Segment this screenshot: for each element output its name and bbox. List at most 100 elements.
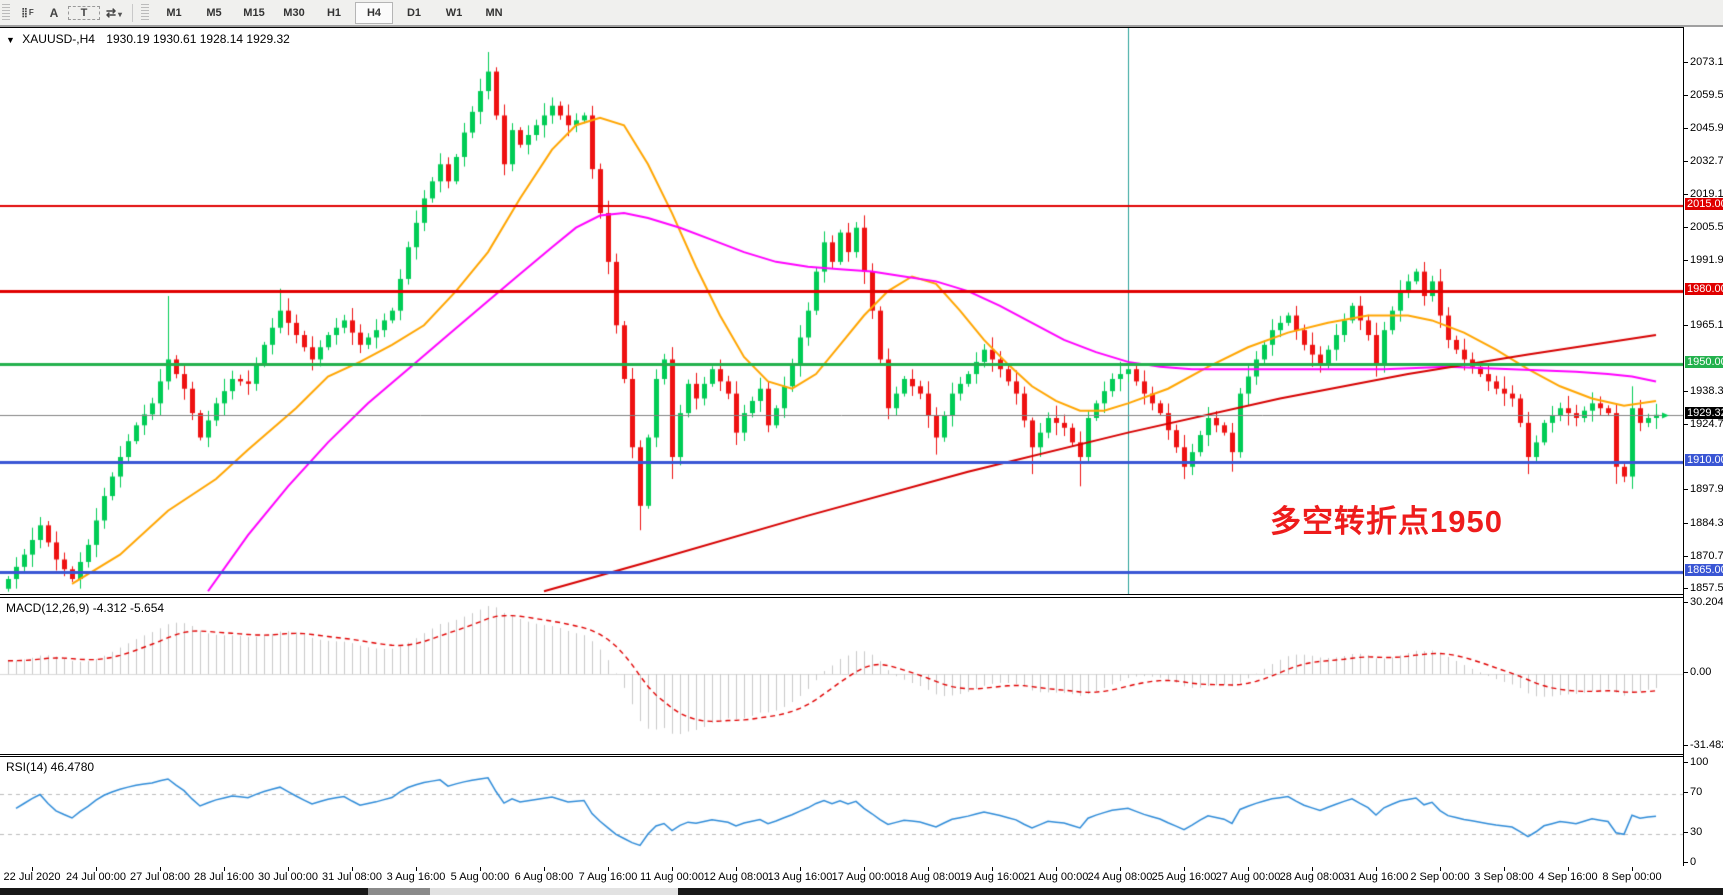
- timeframe-button-d1[interactable]: D1: [406, 6, 422, 19]
- date-tick: [1632, 867, 1633, 871]
- date-tick: [1568, 867, 1569, 871]
- price-tick-label: 1857.50: [1684, 582, 1723, 594]
- price-tick-label: 1991.90: [1684, 254, 1723, 266]
- status-bar-segment: [0, 888, 368, 895]
- price-tick-label: 2045.90: [1684, 122, 1723, 134]
- date-label: 27 Jul 08:00: [130, 871, 190, 883]
- status-bar-segment: [368, 888, 430, 895]
- cycle-arrows-icon[interactable]: ⇄ ▾: [105, 5, 123, 20]
- date-label: 30 Jul 00:00: [258, 871, 318, 883]
- price-tick-label: 1897.90: [1684, 483, 1723, 495]
- date-label: 2 Sep 00:00: [1410, 871, 1470, 883]
- price-tick-label: 1884.30: [1684, 517, 1723, 529]
- price-chart-canvas[interactable]: [0, 28, 1683, 594]
- text-box-tool-icon[interactable]: T: [68, 5, 100, 20]
- date-label: 31 Aug 16:00: [1343, 871, 1409, 883]
- price-axis[interactable]: 2073.10 2059.50 2045.90 2032.70 2019.10 2005.…: [1683, 27, 1723, 868]
- date-label: 21 Aug 00:00: [1023, 871, 1089, 883]
- macd-axis-label: 30.204: [1684, 596, 1723, 608]
- symbol-dropdown-icon[interactable]: ▼: [6, 35, 15, 45]
- date-label: 27 Aug 00:00: [1215, 871, 1281, 883]
- price-tick-label: 1870.70: [1684, 550, 1723, 562]
- timeframe-button-m15[interactable]: M15: [243, 6, 265, 19]
- date-label: 24 Aug 08:00: [1087, 871, 1153, 883]
- main-chart-panel: ▼ XAUUSD-,H4 1930.19 1930.61 1928.14 192…: [0, 27, 1683, 595]
- date-tick: [544, 867, 545, 871]
- date-label: 19 Aug 16:00: [959, 871, 1025, 883]
- rsi-canvas[interactable]: [0, 757, 1683, 867]
- price-level-badge: 1980.00: [1685, 283, 1723, 296]
- date-tick: [1504, 867, 1505, 871]
- timeframe-button-mn[interactable]: MN: [485, 6, 503, 19]
- price-level-badge: 1910.00: [1685, 453, 1723, 466]
- macd-label: MACD(12,26,9) -4.312 -5.654: [6, 601, 165, 615]
- macd-canvas[interactable]: [0, 598, 1683, 754]
- price-tick-label: 2019.10: [1684, 188, 1723, 200]
- price-tick-label: 1965.10: [1684, 319, 1723, 331]
- price-tick-label: 2005.50: [1684, 221, 1723, 233]
- date-tick: [160, 867, 161, 871]
- price-level-badge: 1865.00: [1685, 563, 1723, 576]
- date-tick: [1440, 867, 1441, 871]
- date-label: 3 Aug 16:00: [386, 871, 446, 883]
- price-level-badge: 1929.32: [1685, 406, 1723, 419]
- time-axis[interactable]: 22 Jul 2020 24 Jul 00:00 27 Jul 08:00 28 Ju…: [0, 867, 1723, 887]
- date-label: 4 Sep 16:00: [1538, 871, 1598, 883]
- date-label: 17 Aug 00:00: [831, 871, 897, 883]
- rsi-axis-label: 70: [1683, 786, 1703, 798]
- timeframe-button-m30[interactable]: M30: [283, 6, 305, 19]
- rsi-axis-label: 100: [1683, 756, 1709, 768]
- price-tick-label: 1938.30: [1684, 385, 1723, 397]
- timeframe-group: M1 M5 M15 M30 H1 H4 D1 W1 MN: [155, 1, 513, 24]
- price-tick-label: 1924.70: [1684, 418, 1723, 430]
- toolbar-grip-icon[interactable]: [2, 3, 10, 22]
- date-tick: [672, 867, 673, 871]
- date-tick: [736, 867, 737, 871]
- chart-text-annotation: 多空转折点1950: [1270, 504, 1503, 539]
- macd-axis-label: 0.00: [1683, 666, 1712, 678]
- text-label-tool-icon[interactable]: A: [49, 5, 59, 20]
- date-tick: [864, 867, 865, 871]
- timeframe-button-h4[interactable]: H4: [355, 1, 393, 24]
- date-tick: [1376, 867, 1377, 871]
- date-label: 7 Aug 16:00: [578, 871, 638, 883]
- timeframe-button-m5[interactable]: M5: [206, 6, 222, 19]
- date-tick: [1120, 867, 1121, 871]
- timeframe-button-h1[interactable]: H1: [326, 6, 342, 19]
- date-tick: [1184, 867, 1185, 871]
- timeframe-button-w1[interactable]: W1: [445, 6, 463, 19]
- date-label: 22 Jul 2020: [3, 871, 61, 883]
- chart-title: ▼ XAUUSD-,H4 1930.19 1930.61 1928.14 192…: [6, 32, 290, 46]
- date-tick: [32, 867, 33, 871]
- macd-panel: MACD(12,26,9) -4.312 -5.654: [0, 597, 1683, 755]
- ohlc-values: 1930.19 1930.61 1928.14 1929.32: [106, 32, 290, 46]
- status-bar-segment: [678, 888, 1723, 895]
- date-label: 13 Aug 16:00: [767, 871, 833, 883]
- timeframe-grip-icon[interactable]: [141, 3, 149, 22]
- toolbar-separator: [132, 3, 133, 22]
- date-tick: [1248, 867, 1249, 871]
- date-tick: [992, 867, 993, 871]
- date-label: 12 Aug 08:00: [703, 871, 769, 883]
- date-tick: [224, 867, 225, 871]
- symbol-name: XAUUSD-,H4: [22, 32, 95, 46]
- date-tick: [416, 867, 417, 871]
- date-label: 28 Aug 08:00: [1279, 871, 1345, 883]
- date-label: 31 Jul 08:00: [322, 871, 382, 883]
- date-label: 5 Aug 00:00: [450, 871, 510, 883]
- date-tick: [800, 867, 801, 871]
- dropdown-caret-icon[interactable]: ▾: [118, 9, 123, 19]
- date-tick: [352, 867, 353, 871]
- date-tick: [1056, 867, 1057, 871]
- timeframe-button-m1[interactable]: M1: [166, 6, 182, 19]
- date-label: 3 Sep 08:00: [1474, 871, 1534, 883]
- rsi-axis-label: 30: [1683, 826, 1703, 838]
- price-tick-label: 2032.70: [1684, 155, 1723, 167]
- date-tick: [928, 867, 929, 871]
- status-bar: [0, 888, 1723, 895]
- status-bar-segment: [430, 888, 678, 895]
- crosshair-grid-icon[interactable]: ⣿F: [21, 7, 35, 17]
- date-tick: [288, 867, 289, 871]
- toolbar: ⣿F A T ⇄ ▾ M1 M5 M15 M30 H1 H4 D1 W1 MN: [0, 0, 1723, 27]
